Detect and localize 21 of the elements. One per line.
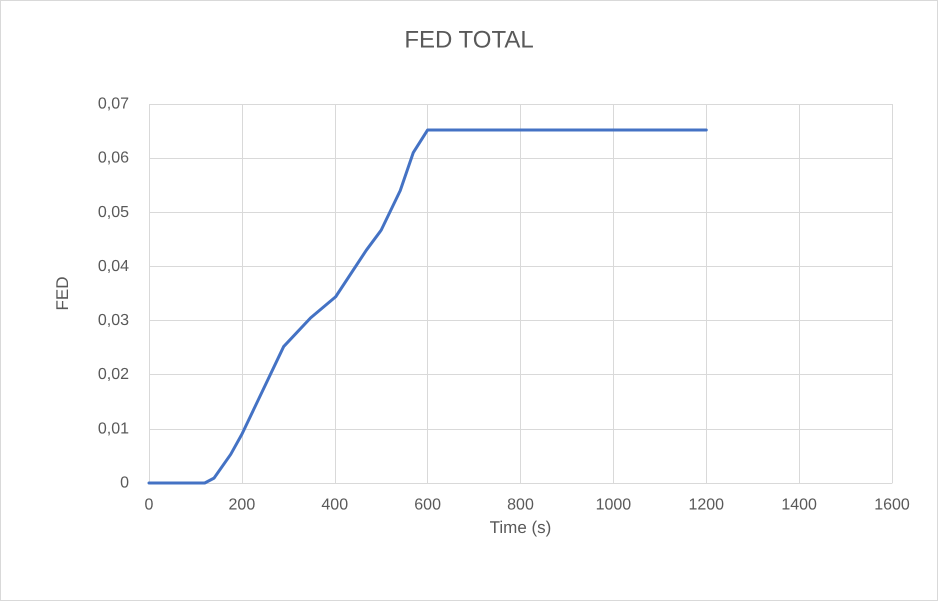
x-tick-label: 0 xyxy=(144,496,154,514)
x-tick-label: 600 xyxy=(414,496,442,514)
x-tick-label: 1400 xyxy=(781,496,818,514)
y-tick-label: 0,05 xyxy=(98,204,130,221)
y-tick-label: 0 xyxy=(120,474,130,492)
x-tick-label: 200 xyxy=(228,496,256,514)
y-tick-label: 0,03 xyxy=(98,312,130,330)
y-tick-label: 0,01 xyxy=(98,420,130,438)
y-axis-title: FED xyxy=(53,276,72,310)
x-axis-title: Time (s) xyxy=(490,518,552,537)
y-tick-label: 0,06 xyxy=(98,150,130,167)
x-tick-label: 1600 xyxy=(874,496,910,514)
x-tick-label: 1200 xyxy=(688,496,724,514)
y-tick-label: 0,04 xyxy=(98,258,130,275)
line-series xyxy=(148,128,708,484)
chart-title: FED TOTAL xyxy=(404,26,534,54)
x-tick-label: 1000 xyxy=(596,496,632,514)
y-tick-label: 0,07 xyxy=(98,96,130,112)
x-tick-label: 800 xyxy=(507,496,534,514)
x-tick-label: 400 xyxy=(321,496,348,514)
y-tick-label: 0,02 xyxy=(98,366,130,384)
